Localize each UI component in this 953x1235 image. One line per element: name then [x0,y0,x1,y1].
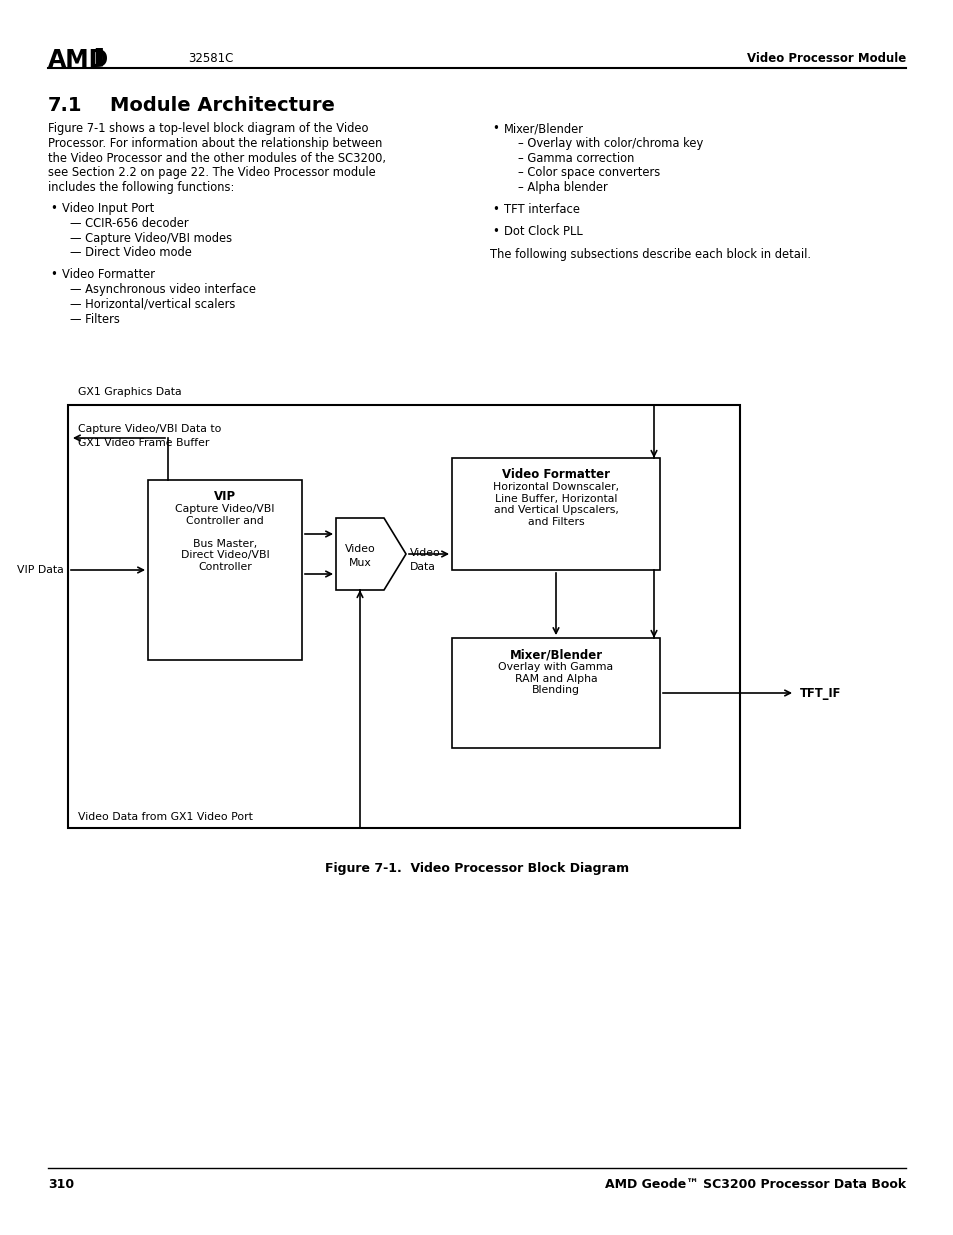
Text: Mixer/Blender: Mixer/Blender [503,122,583,135]
Text: Figure 7-1.  Video Processor Block Diagram: Figure 7-1. Video Processor Block Diagra… [325,862,628,876]
Text: — Direct Video mode: — Direct Video mode [70,247,192,259]
Text: – Color space converters: – Color space converters [517,167,659,179]
Text: Video Formatter: Video Formatter [501,468,609,480]
Bar [148,480,302,659]
Text: VIP Data: VIP Data [17,564,64,576]
Polygon shape [335,517,406,590]
Text: the Video Processor and the other modules of the SC3200,: the Video Processor and the other module… [48,152,386,164]
Text: TFT_IF: TFT_IF [800,687,841,699]
Text: — Asynchronous video interface: — Asynchronous video interface [70,283,255,296]
Text: 32581C: 32581C [188,52,233,65]
Text: — Capture Video/VBI modes: — Capture Video/VBI modes [70,232,232,245]
Bar [452,638,659,748]
Text: •: • [492,203,498,216]
Text: – Gamma correction: – Gamma correction [517,152,634,164]
Text: – Overlay with color/chroma key: – Overlay with color/chroma key [517,137,702,149]
Text: ▌: ▌ [95,48,109,67]
Text: — Filters: — Filters [70,312,120,326]
Text: •: • [492,225,498,238]
Text: Video Input Port: Video Input Port [62,203,154,215]
Text: – Alpha blender: – Alpha blender [517,182,607,194]
Text: VIP: VIP [213,490,235,503]
Text: Mixer/Blender: Mixer/Blender [509,648,602,661]
Text: Processor. For information about the relationship between: Processor. For information about the rel… [48,137,382,149]
Text: TFT interface: TFT interface [503,203,579,216]
Text: AMD Geode™ SC3200 Processor Data Book: AMD Geode™ SC3200 Processor Data Book [604,1178,905,1191]
Text: GX1 Graphics Data: GX1 Graphics Data [78,387,181,396]
Bar [452,458,659,571]
Text: Video Data from GX1 Video Port: Video Data from GX1 Video Port [78,811,253,823]
Text: Video: Video [410,548,440,558]
Text: Capture Video/VBI
Controller and

Bus Master,
Direct Video/VBI
Controller: Capture Video/VBI Controller and Bus Mas… [175,504,274,572]
Text: •: • [50,203,57,215]
Text: 310: 310 [48,1178,74,1191]
Text: Figure 7-1 shows a top-level block diagram of the Video: Figure 7-1 shows a top-level block diagr… [48,122,368,135]
Text: Video: Video [344,543,375,555]
Text: Mux: Mux [348,558,371,568]
Text: Overlay with Gamma
RAM and Alpha
Blending: Overlay with Gamma RAM and Alpha Blendin… [497,662,613,695]
Text: Data: Data [410,562,436,572]
Text: — Horizontal/vertical scalers: — Horizontal/vertical scalers [70,298,235,311]
Text: see Section 2.2 on page 22. The Video Processor module: see Section 2.2 on page 22. The Video Pr… [48,167,375,179]
Text: Capture Video/VBI Data to: Capture Video/VBI Data to [78,424,221,433]
Text: GX1 Video Frame Buffer: GX1 Video Frame Buffer [78,438,209,448]
Text: Module Architecture: Module Architecture [110,96,335,115]
Bar [68,405,740,827]
Text: Dot Clock PLL: Dot Clock PLL [503,225,582,238]
Text: 7.1: 7.1 [48,96,82,115]
Text: — CCIR-656 decoder: — CCIR-656 decoder [70,217,189,230]
Text: includes the following functions:: includes the following functions: [48,182,234,194]
Text: AMD: AMD [48,48,110,72]
Text: Video Formatter: Video Formatter [62,268,154,282]
Text: Video Processor Module: Video Processor Module [746,52,905,65]
Text: Horizontal Downscaler,
Line Buffer, Horizontal
and Vertical Upscalers,
and Filte: Horizontal Downscaler, Line Buffer, Hori… [493,482,618,527]
Text: The following subsections describe each block in detail.: The following subsections describe each … [490,247,810,261]
Text: •: • [50,268,57,282]
Text: •: • [492,122,498,135]
